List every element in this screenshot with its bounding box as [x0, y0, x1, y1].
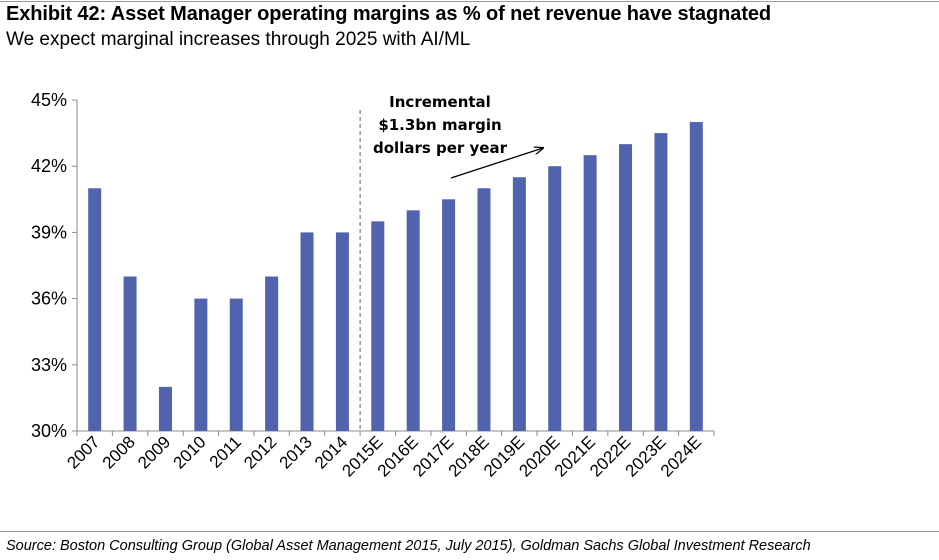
- x-tick-label: 2013: [276, 432, 316, 472]
- y-tick-label: 36%: [31, 289, 67, 309]
- bar-2021e: [583, 155, 597, 431]
- x-tick-label: 2010: [170, 432, 210, 472]
- annotation-line: dollars per year: [373, 139, 508, 157]
- bar-2019e: [512, 177, 526, 431]
- x-tick-label: 2007: [63, 432, 103, 472]
- y-tick-label: 33%: [31, 355, 67, 375]
- chart-annotation: Incremental $1.3bn margin dollars per year: [359, 93, 543, 431]
- chart-subtitle: We expect marginal increases through 202…: [6, 29, 471, 50]
- x-axis-ticks: 200720082009201020112012201320142015E201…: [63, 431, 715, 481]
- chart-title: Exhibit 42: Asset Manager operating marg…: [6, 3, 772, 25]
- bar-2014: [335, 232, 349, 431]
- y-axis-ticks: 30% 33% 36% 39% 42% 45%: [31, 90, 77, 441]
- bar-2015e: [371, 221, 385, 431]
- bar-2008: [123, 276, 137, 431]
- bottom-rule: [0, 531, 939, 532]
- bar-chart: 30%33%36%39%42%45% 200720082009201020112…: [31, 90, 715, 481]
- annotation-arrow: [450, 148, 543, 179]
- bar-2017e: [442, 199, 456, 431]
- x-tick-label: 2011: [206, 432, 245, 471]
- bar-2011: [229, 298, 243, 431]
- x-tick-label: 2009: [134, 432, 174, 472]
- source-note: Source: Boston Consulting Group (Global …: [6, 538, 811, 554]
- bar-2020e: [548, 166, 562, 431]
- bar-2018e: [477, 188, 491, 431]
- annotation-line: $1.3bn margin: [378, 116, 501, 134]
- bar-2022e: [619, 144, 633, 431]
- x-tick-label: 2008: [99, 432, 139, 472]
- y-tick-label: 30%: [31, 421, 67, 441]
- bar-2013: [300, 232, 314, 431]
- bar-2007: [88, 188, 102, 431]
- bar-2024e: [689, 122, 703, 432]
- chart-bars: [88, 122, 703, 432]
- bar-2023e: [654, 133, 668, 431]
- annotation-line: Incremental: [389, 93, 491, 111]
- bar-2009: [158, 386, 172, 431]
- bar-2016e: [406, 210, 420, 431]
- y-tick-label: 39%: [31, 222, 67, 242]
- x-tick-label: 2012: [240, 432, 280, 472]
- bar-2010: [194, 298, 208, 431]
- y-tick-label: 42%: [31, 156, 67, 176]
- x-tick-label: 2024E: [657, 432, 705, 480]
- top-rule: [0, 1, 939, 2]
- y-tick-label: 45%: [31, 90, 67, 110]
- bar-2012: [265, 276, 279, 431]
